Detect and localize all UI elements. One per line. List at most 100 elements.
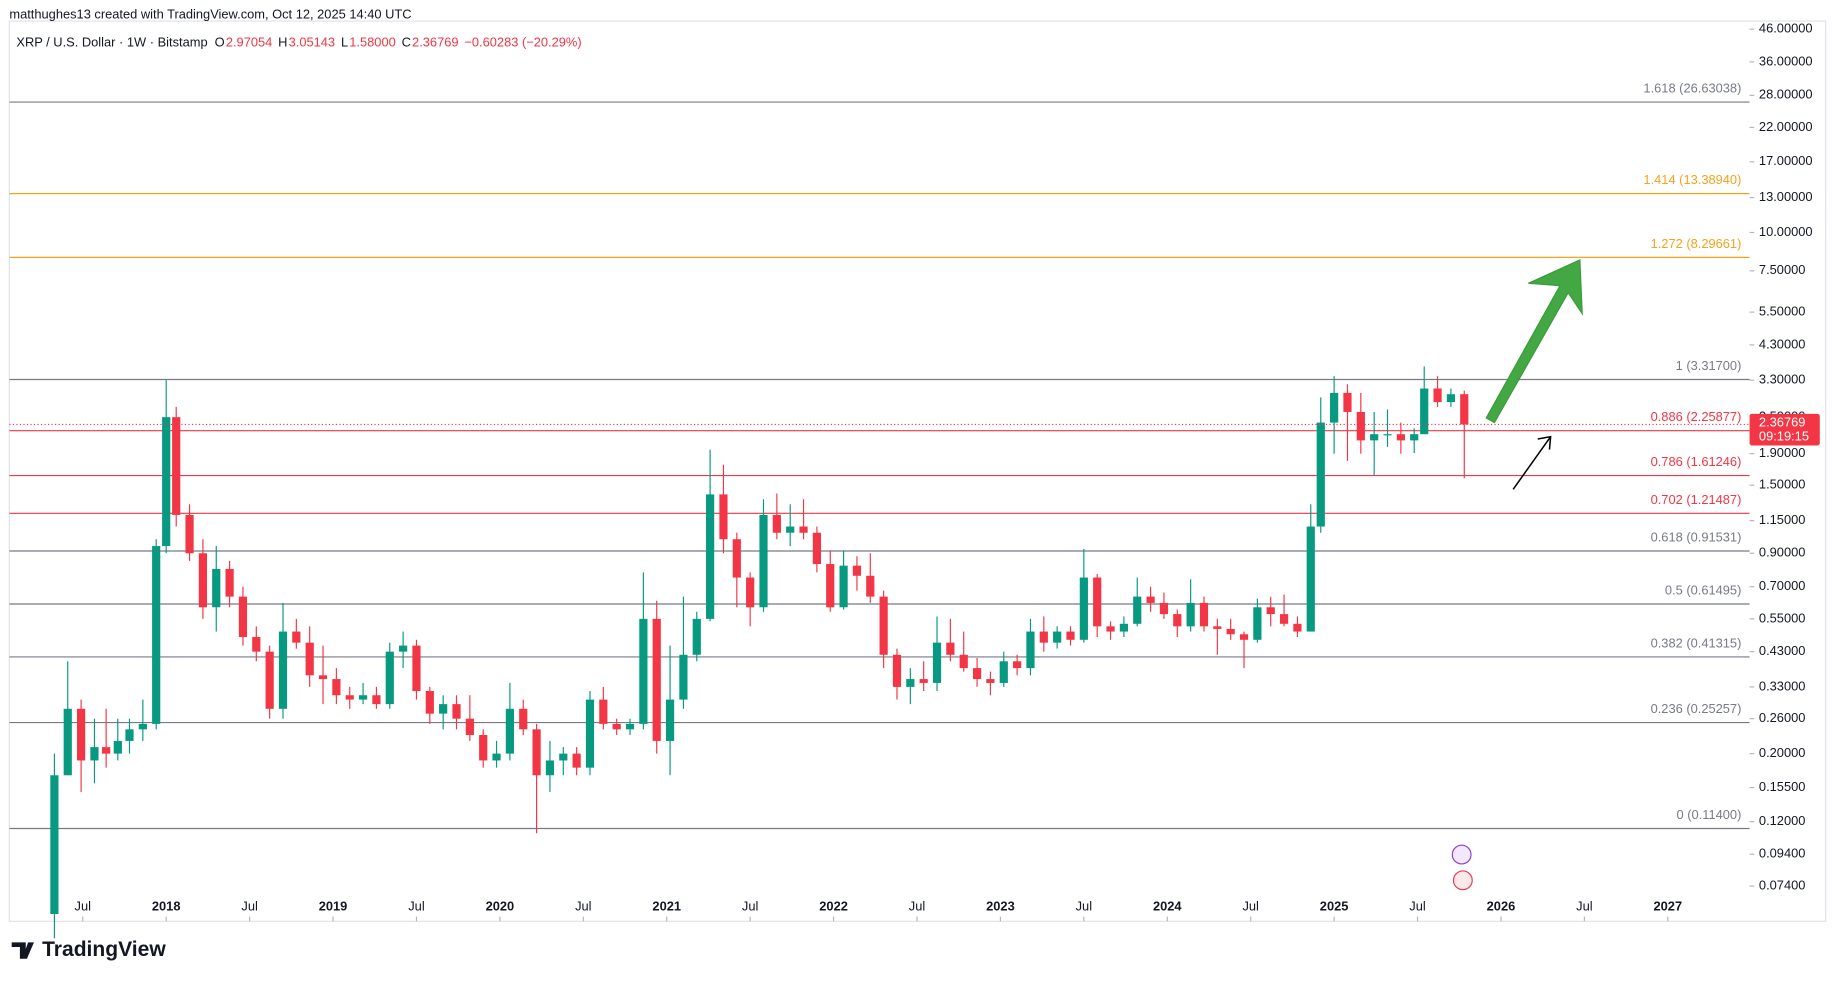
candle-body: [759, 514, 768, 608]
event-icon[interactable]: [1451, 844, 1472, 865]
fib-label: 1.272 (8.29661): [1651, 236, 1742, 251]
ohlc-value: 3.05143: [289, 35, 335, 50]
candle-body: [1383, 434, 1392, 436]
candle-body: [345, 695, 354, 700]
fib-label: 0.382 (0.41315): [1651, 636, 1742, 651]
x-tick-label: 2025: [1320, 899, 1349, 914]
candle-body: [1253, 607, 1262, 640]
brand-logo: [11, 942, 34, 959]
plot-area: 46.00000 36.00000 28.00000 22.00000 17.00000…: [9, 21, 1820, 939]
event-icon[interactable]: [1452, 870, 1473, 891]
fib-label: 1.618 (26.63038): [1643, 81, 1741, 96]
candle-body: [358, 695, 368, 700]
candle-body: [439, 704, 448, 714]
brand-name: TradingView: [42, 938, 166, 961]
candle-body: [1173, 614, 1182, 627]
x-tick-label: Jul: [909, 899, 925, 914]
fib-label: 0.886 (2.25877): [1651, 409, 1742, 424]
ohlc-value: 2.97054: [226, 35, 272, 50]
candle-body: [252, 636, 261, 652]
candle-body: [1013, 661, 1022, 669]
fib-label: 0.618 (0.91531): [1651, 530, 1742, 545]
candle-body: [906, 679, 915, 687]
candle-body: [665, 699, 675, 741]
candle-body: [826, 564, 835, 608]
candle-body: [185, 514, 194, 554]
y-tick-label: 10.00000: [1759, 224, 1813, 239]
candle-body: [1266, 607, 1275, 615]
candle-body: [572, 753, 581, 768]
x-tick-label: Jul: [1076, 899, 1092, 914]
ohlc-value: 2.36769: [412, 35, 458, 50]
x-tick-label: 2024: [1153, 899, 1182, 914]
candle-body: [1146, 596, 1155, 603]
y-tick-label: 0.55000: [1759, 610, 1805, 625]
x-tick-label: 2022: [819, 899, 848, 914]
black-arrow: [1512, 436, 1552, 490]
candle-body: [972, 668, 982, 680]
y-tick-label: 0.26000: [1759, 710, 1805, 725]
x-tick-label: Jul: [1576, 899, 1592, 914]
x-tick-label: 2026: [1487, 899, 1516, 914]
candle-body: [679, 654, 688, 700]
candle-body: [879, 596, 888, 655]
candle-body: [1433, 388, 1442, 403]
candle-body: [959, 654, 968, 669]
y-tick-label: 0.70000: [1759, 578, 1805, 593]
candle-body: [772, 514, 781, 533]
x-tick-label: 2023: [986, 899, 1015, 914]
candle-body: [585, 699, 595, 768]
candle-body: [1356, 411, 1365, 441]
branding: TradingView: [11, 938, 166, 961]
ohlc-key: H: [278, 35, 287, 50]
fib-label: 0.5 (0.61495): [1665, 583, 1741, 598]
candle-body: [1093, 577, 1102, 627]
candle-body: [198, 553, 207, 608]
ohlc-value: 1.58000: [349, 35, 395, 50]
fib-label: 0 (0.11400): [1677, 807, 1742, 822]
candle-body: [892, 654, 902, 687]
candle-body: [225, 568, 234, 597]
candle-body: [1159, 602, 1169, 615]
y-tick-label: 0.90000: [1759, 545, 1805, 560]
candle-body: [652, 618, 661, 741]
candle-body: [278, 631, 288, 709]
x-tick-label: Jul: [575, 899, 591, 914]
candle-body: [1306, 526, 1315, 632]
candle-body: [372, 695, 381, 705]
candle-body: [1370, 434, 1379, 441]
candle-body: [113, 740, 122, 754]
candle-body: [1226, 628, 1235, 635]
x-tick-label: Jul: [1409, 899, 1425, 914]
y-tick-label: 1.15000: [1759, 512, 1805, 527]
x-tick-label: 2018: [152, 899, 181, 914]
y-tick-label: 4.30000: [1759, 336, 1805, 351]
candle-body: [812, 532, 821, 565]
candle-body: [452, 704, 461, 719]
symbol-legend: XRP / U.S. Dollar · 1W · Bitstamp O 2.970…: [16, 35, 581, 50]
candle-body: [125, 729, 134, 741]
x-tick-label: 2021: [652, 899, 681, 914]
fib-label: 0.236 (0.25257): [1651, 701, 1742, 716]
candle-body: [138, 723, 147, 730]
x-tick-label: Jul: [1242, 899, 1258, 914]
y-tick-label: 0.09400: [1759, 846, 1805, 861]
y-tick-label: 22.00000: [1759, 119, 1813, 134]
candle-body: [625, 723, 635, 730]
candle-body: [1460, 394, 1469, 425]
y-tick-label: 1.50000: [1759, 477, 1805, 492]
candle-body: [152, 546, 161, 724]
candle-body: [732, 539, 741, 578]
candle-body: [102, 747, 111, 754]
candle-body: [612, 723, 621, 730]
black-arrow-head: [1537, 435, 1552, 450]
candle-body: [1316, 422, 1325, 527]
candle-body: [50, 775, 59, 914]
x-tick-label: 2020: [486, 899, 515, 914]
y-tick-label: 0.12000: [1759, 813, 1805, 828]
last-price-box: [1749, 413, 1820, 446]
candle-body: [839, 565, 848, 608]
candle-body: [639, 618, 648, 724]
